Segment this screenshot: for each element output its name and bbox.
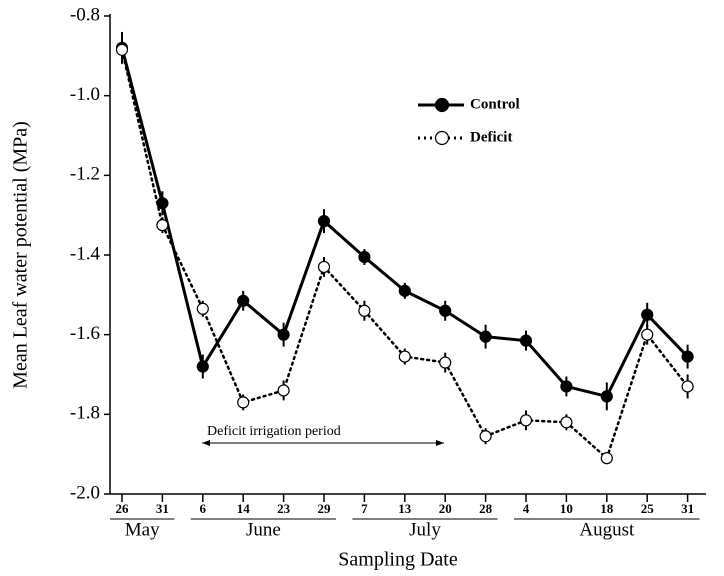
series-line (120, 46, 690, 399)
y-tick-label: -2.0 (70, 482, 100, 503)
marker (237, 294, 250, 307)
y-axis-label: Mean Leaf water potential (MPa) (10, 121, 32, 389)
y-tick-label: -1.4 (70, 243, 101, 264)
marker (358, 250, 371, 264)
marker (439, 356, 452, 369)
x-tick-label: 20 (439, 501, 452, 516)
x-tick-label: 18 (600, 501, 614, 516)
annotation: Deficit irrigation period (207, 424, 341, 439)
x-tick-label: 23 (277, 501, 291, 516)
marker (519, 334, 533, 347)
x-tick-label: 13 (398, 501, 412, 516)
x-tick-label: 31 (156, 501, 169, 516)
marker (641, 328, 654, 341)
marker (317, 260, 331, 274)
month-label: May (125, 519, 160, 540)
annotation-arrow (202, 440, 444, 446)
marker (237, 396, 250, 409)
x-tick-label: 26 (116, 501, 130, 516)
y-tick-label: -1.6 (70, 323, 100, 344)
legend-label: Deficit (470, 129, 512, 145)
legend-label: Control (470, 96, 520, 112)
x-tick-label: 4 (523, 501, 530, 516)
marker (600, 390, 613, 403)
x-tick-label: 10 (560, 501, 573, 516)
marker (115, 43, 129, 56)
marker (519, 414, 533, 427)
marker (681, 380, 694, 393)
month-label: June (246, 519, 281, 540)
marker (600, 452, 613, 465)
x-tick-label: 28 (479, 501, 493, 516)
x-tick-label: 31 (681, 501, 694, 516)
marker (681, 350, 694, 363)
marker (560, 380, 573, 393)
marker (479, 330, 492, 343)
marker (277, 328, 290, 341)
marker (317, 215, 331, 228)
marker (196, 302, 209, 315)
x-tick-label: 6 (200, 501, 207, 516)
marker (641, 308, 654, 321)
marker (439, 304, 452, 317)
x-axis-label: Sampling Date (338, 549, 458, 571)
marker (398, 284, 411, 297)
y-tick-label: -1.2 (70, 164, 100, 185)
marker (156, 219, 169, 232)
x-tick-label: 14 (237, 501, 251, 516)
marker (358, 304, 371, 317)
marker (398, 350, 411, 363)
x-tick-label: 25 (641, 501, 655, 516)
legend-marker (434, 130, 450, 146)
month-label: July (409, 519, 441, 540)
y-tick-label: -0.8 (70, 4, 100, 25)
marker (479, 430, 492, 443)
x-tick-label: 29 (318, 501, 332, 516)
marker (560, 416, 573, 429)
month-label: August (579, 519, 635, 540)
x-tick-label: 7 (361, 501, 368, 516)
legend-marker (434, 97, 450, 113)
y-tick-label: -1.8 (70, 403, 100, 424)
marker (196, 360, 209, 373)
y-tick-label: -1.0 (70, 84, 100, 105)
marker (277, 384, 290, 397)
